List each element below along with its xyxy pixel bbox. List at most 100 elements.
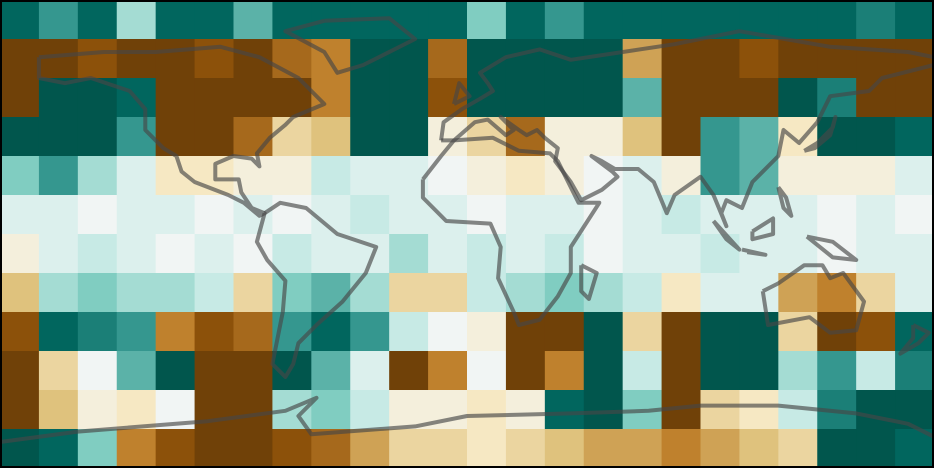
grid-cell [778,195,818,235]
grid-cell [895,78,934,118]
grid-cell [38,0,79,40]
grid-cell [544,429,585,468]
grid-cell [0,351,40,391]
coastline [750,216,776,242]
coastline [898,323,931,356]
grid-cell [38,195,79,235]
grid-cell [233,234,273,274]
grid-cell [0,39,40,79]
grid-cell [77,39,118,79]
grid-cell [0,0,40,40]
grid-cell [233,429,273,468]
grid-cell [544,117,585,157]
grid-cell [778,0,818,40]
grid-cell [428,273,468,313]
coastlines [0,16,934,444]
grid-cell [155,195,196,235]
grid-cell [155,234,196,274]
grid-cell [311,156,351,196]
grid-cell [194,39,234,79]
coastline [760,263,866,335]
grid-cell [0,156,40,196]
grid-cell [389,273,429,313]
grid-cell [155,39,196,79]
grid-cell [233,390,273,430]
grid-cell [622,78,663,118]
grid-cell [77,390,118,430]
grid-cell [155,312,196,352]
grid-cell [895,273,934,313]
grid-cell [583,351,624,391]
grid-cell [700,390,740,430]
grid-cell [311,351,351,391]
grid-cell [0,312,40,352]
grid-cell [505,429,546,468]
grid-cell [817,156,857,196]
coastline [441,63,934,229]
grid-cell [895,351,934,391]
grid-cell [272,39,312,79]
grid-cell [389,234,429,274]
grid-cell [77,351,118,391]
grid-cell [622,273,663,313]
grid-cell [0,78,40,118]
grid-cell [895,195,934,235]
grid-cell [622,351,663,391]
grid-cell [350,195,390,235]
grid-cell [622,234,663,274]
coastline [741,247,768,257]
grid-cell [467,429,507,468]
grid-cell [700,351,740,391]
grid-cell [661,195,701,235]
grid-cell [155,117,196,157]
grid-cell [116,0,157,40]
grid-cell [116,39,157,79]
grid-cell [661,78,701,118]
grid-cell [778,429,818,468]
grid-cell [38,117,79,157]
grid-cell [77,429,118,468]
grid-cell [778,39,818,79]
grid-cell [505,156,546,196]
grid-cell [778,156,818,196]
grid-cell [272,195,312,235]
grid-cell [77,234,118,274]
grid-cell [895,117,934,157]
grid-cell [544,78,585,118]
coastline [439,29,934,141]
grid-cell [38,273,79,313]
grid-cell [0,429,40,468]
grid-cell [895,0,934,40]
grid-cell [505,390,546,430]
grid-cell [856,156,896,196]
grid-cell [739,78,779,118]
grid-cell [622,39,663,79]
grid-cell [0,234,40,274]
grid-cell [194,312,234,352]
grid-cell [856,429,896,468]
grid-cell [233,312,273,352]
grid-cell [583,0,624,40]
coastline [452,81,472,106]
grid-cell [350,78,390,118]
grid-cell [77,273,118,313]
grid-cell [428,351,468,391]
grid-cell [544,390,585,430]
coastline [805,234,859,262]
grid-cell [389,351,429,391]
grid-cell [583,429,624,468]
grid-cell [389,117,429,157]
grid-cell [38,156,79,196]
grid-cell [194,78,234,118]
coastline [803,115,838,153]
grid-cell [311,390,351,430]
grid-cell [233,273,273,313]
grid-cell [856,39,896,79]
grid-cell [856,234,896,274]
coastline [711,219,742,252]
grid-cell [194,0,234,40]
grid-cell [700,312,740,352]
grid-cell [38,312,79,352]
